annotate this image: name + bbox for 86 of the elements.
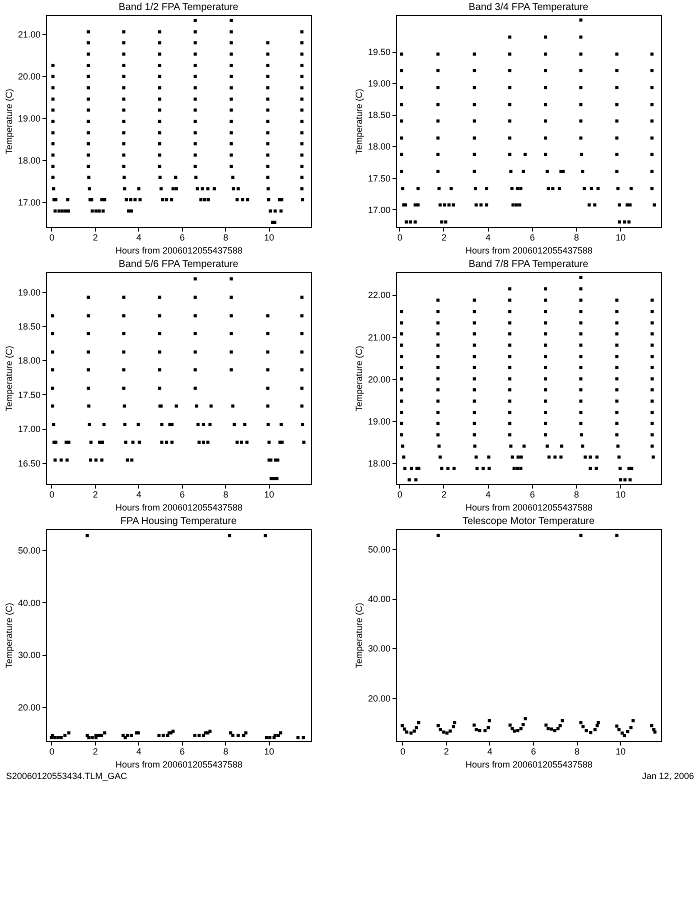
x-tick-label: 8	[223, 232, 228, 242]
y-axis-title: Temperature (C)	[4, 602, 14, 668]
y-tick-label: 40.00	[18, 598, 40, 608]
x-tick-label: 10	[616, 232, 626, 242]
x-tick-label: 2	[92, 490, 98, 500]
x-tick-label: 6	[180, 490, 185, 500]
y-axis-title: Temperature (C)	[354, 88, 364, 154]
x-tick-label: 4	[486, 232, 491, 242]
x-tick-label: 8	[223, 490, 228, 500]
y-tick-label: 17.00	[368, 204, 390, 215]
x-tick-label: 0	[49, 746, 54, 756]
x-axis-title: Hours from 2006012055437588	[465, 760, 593, 770]
x-tick-label: 6	[180, 232, 185, 242]
x-tick-label: 2	[92, 746, 98, 756]
y-tick-label: 40.00	[368, 594, 390, 604]
x-tick-label: 10	[616, 746, 626, 756]
text: S20060120553434.TLM_GAC	[5, 771, 128, 781]
y-tick-label: 19.00	[368, 78, 390, 89]
x-tick-label: 8	[574, 746, 580, 756]
y-tick-label: 18.00	[368, 142, 390, 152]
y-tick-label: 50.00	[18, 546, 40, 556]
x-tick-label: 6	[530, 746, 536, 756]
x-tick-label: 2	[444, 746, 449, 756]
y-tick-label: 18.50	[18, 322, 40, 332]
y-tick-label: 17.50	[18, 390, 40, 400]
x-axis-title: Hours from 2006012055437588	[115, 246, 243, 256]
x-tick-label: 0	[49, 232, 54, 242]
y-tick-label: 20.00	[368, 374, 390, 384]
y-tick-label: 20.00	[18, 71, 40, 82]
text: Jan 12, 2006	[640, 771, 695, 781]
y-tick-label: 22.00	[368, 290, 390, 300]
x-tick-label: 6	[530, 490, 535, 500]
y-tick-label: 19.00	[18, 287, 40, 298]
y-tick-label: 20.00	[18, 702, 40, 712]
x-tick-label: 4	[486, 490, 491, 500]
x-tick-label: 10	[264, 746, 274, 756]
x-tick-label: 6	[530, 232, 535, 242]
x-tick-label: 8	[574, 232, 579, 242]
y-tick-label: 50.00	[368, 544, 390, 554]
y-tick-label: 17.50	[368, 173, 390, 184]
y-tick-label: 17.00	[18, 198, 40, 208]
x-tick-label: 0	[400, 746, 406, 756]
x-tick-label: 10	[264, 232, 274, 242]
chart-title: Band 3/4 FPA Temperature	[468, 2, 589, 13]
y-axis-title: Temperature (C)	[4, 88, 14, 154]
y-tick-label: 18.00	[18, 356, 40, 366]
x-axis-title: Hours from 2006012055437588	[115, 502, 243, 512]
y-tick-label: 19.50	[368, 47, 390, 58]
x-tick-label: 10	[616, 490, 626, 500]
chart-title: Telescope Motor Temperature	[462, 516, 595, 527]
y-tick-label: 18.00	[18, 156, 40, 166]
x-tick-label: 2	[441, 232, 446, 242]
x-axis-title: Hours from 2006012055437588	[115, 760, 243, 770]
x-tick-label: 0	[49, 490, 54, 500]
y-tick-label: 20.00	[368, 693, 390, 704]
x-tick-label: 8	[223, 746, 228, 756]
x-axis-title: Hours from 2006012055437588	[465, 502, 593, 512]
y-tick-label: 21.00	[368, 332, 390, 342]
y-axis-title: Temperature (C)	[354, 346, 364, 412]
x-tick-label: 8	[574, 490, 579, 500]
y-tick-label: 16.50	[18, 458, 40, 468]
x-tick-label: 4	[136, 232, 142, 242]
x-axis-title: Hours from 2006012055437588	[465, 246, 593, 256]
y-tick-label: 30.00	[368, 644, 390, 654]
chart-title: Band 7/8 FPA Temperature	[468, 259, 589, 270]
x-tick-label: 2	[441, 490, 446, 500]
y-axis-title: Temperature (C)	[354, 602, 364, 668]
y-tick-label: 19.00	[18, 114, 40, 124]
x-tick-label: 0	[397, 490, 402, 500]
chart-title: Band 1/2 FPA Temperature	[118, 2, 239, 13]
y-tick-label: 17.00	[18, 424, 40, 434]
x-tick-label: 0	[397, 232, 402, 242]
y-tick-label: 18.00	[368, 458, 390, 468]
chart-title: Band 5/6 FPA Temperature	[118, 259, 239, 270]
x-tick-label: 4	[136, 746, 142, 756]
x-tick-label: 10	[264, 490, 274, 500]
y-tick-label: 21.00	[18, 29, 40, 40]
y-axis-title: Temperature (C)	[4, 346, 14, 412]
x-tick-label: 6	[180, 746, 185, 756]
chart-title: FPA Housing Temperature	[120, 516, 238, 527]
x-tick-label: 4	[487, 746, 492, 756]
x-tick-label: 2	[92, 232, 98, 242]
y-tick-label: 19.00	[368, 416, 390, 426]
x-tick-label: 4	[136, 490, 142, 500]
y-tick-label: 18.50	[368, 110, 390, 120]
y-tick-label: 30.00	[18, 650, 40, 660]
